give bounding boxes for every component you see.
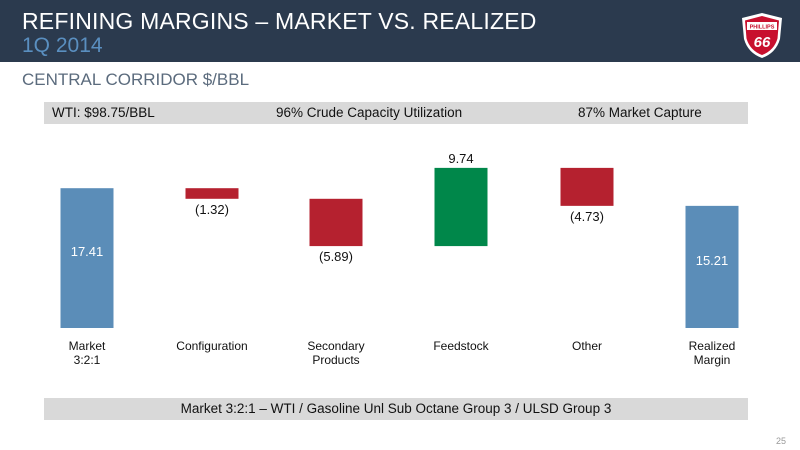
slide-title: REFINING MARGINS – MARKET VS. REALIZED: [22, 8, 537, 34]
category-label-3: Feedstock: [433, 339, 489, 353]
category-label-2-line-1: Products: [312, 353, 359, 367]
slide-period: 1Q 2014: [22, 34, 103, 57]
value-label-0: 17.41: [71, 244, 104, 259]
bar-0: [60, 188, 114, 328]
value-label-1: (1.32): [195, 202, 229, 217]
value-label-2: (5.89): [319, 249, 353, 264]
bar-5: [685, 205, 739, 328]
value-label-5: 15.21: [696, 253, 729, 268]
category-label-4: Other: [572, 339, 602, 353]
info-bar: WTI: $98.75/BBL 96% Crude Capacity Utili…: [44, 102, 748, 124]
category-label-1: Configuration: [176, 339, 247, 353]
wti-price: WTI: $98.75/BBL: [52, 105, 155, 120]
bar-4: [560, 167, 614, 206]
svg-text:PHILLIPS: PHILLIPS: [750, 25, 775, 31]
footnote: Market 3:2:1 – WTI / Gasoline Unl Sub Oc…: [44, 398, 748, 420]
bar-3: [434, 167, 488, 247]
phillips-66-logo: PHILLIPS 66: [742, 13, 782, 58]
crude-utilization: 96% Crude Capacity Utilization: [276, 105, 463, 120]
category-label-0-line-1: 3:2:1: [74, 353, 101, 367]
value-label-3: 9.74: [448, 151, 473, 166]
category-label-5-line-0: Realized: [689, 339, 736, 353]
market-capture: 87% Market Capture: [578, 105, 702, 120]
svg-text:66: 66: [754, 34, 771, 51]
value-label-4: (4.73): [570, 209, 604, 224]
category-label-2-line-0: Secondary: [307, 339, 364, 353]
bar-1: [185, 188, 239, 199]
category-label-0-line-0: Market: [69, 339, 106, 353]
slide-subtitle: CENTRAL CORRIDOR $/BBL: [22, 70, 250, 89]
page-number: 25: [776, 436, 787, 446]
category-label-5-line-1: Margin: [694, 353, 731, 367]
slide-header: REFINING MARGINS – MARKET VS. REALIZED 1…: [0, 0, 800, 62]
bar-2: [309, 198, 363, 247]
